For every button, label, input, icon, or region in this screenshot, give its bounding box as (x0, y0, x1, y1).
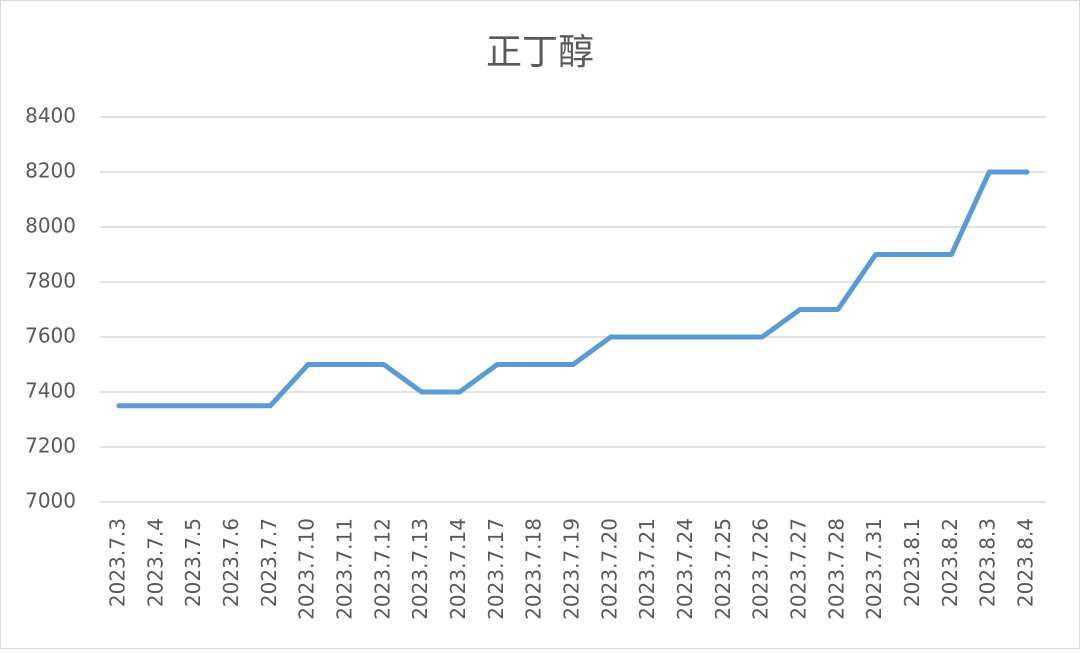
x-tick-label: 2023.7.24 (673, 518, 697, 620)
x-tick-label: 2023.7.14 (446, 518, 470, 620)
x-tick-label: 2023.7.13 (408, 518, 432, 620)
x-tick-label: 2023.8.2 (938, 518, 962, 607)
y-tick-label: 7800 (25, 269, 76, 293)
x-tick-label: 2023.7.18 (522, 518, 546, 620)
x-tick-label: 2023.7.26 (749, 518, 773, 620)
x-tick-label: 2023.7.5 (181, 518, 205, 607)
x-tick-label: 2023.7.25 (711, 518, 735, 620)
line-series (116, 169, 1030, 409)
x-tick-label: 2023.7.17 (484, 518, 508, 620)
x-tick-label: 2023.7.3 (105, 518, 129, 607)
x-tick-label: 2023.7.21 (635, 518, 659, 620)
y-tick-label: 8200 (25, 159, 76, 183)
x-tick-label: 2023.7.4 (143, 518, 167, 607)
y-tick-label: 8000 (25, 214, 76, 238)
x-tick-label: 2023.7.28 (824, 518, 848, 620)
x-tick-label: 2023.7.7 (257, 518, 281, 607)
y-tick-label: 7200 (25, 434, 76, 458)
x-tick-label: 2023.7.19 (560, 518, 584, 620)
x-tick-label: 2023.7.12 (370, 518, 394, 620)
y-tick-label: 8400 (25, 104, 76, 128)
x-tick-label: 2023.7.27 (787, 518, 811, 620)
y-tick-label: 7400 (25, 379, 76, 403)
x-tick-label: 2023.8.3 (976, 518, 1000, 607)
x-tick-label: 2023.8.1 (900, 518, 924, 607)
y-tick-label: 7600 (25, 324, 76, 348)
x-tick-label: 2023.7.10 (295, 518, 319, 620)
x-tick-label: 2023.7.31 (862, 518, 886, 620)
x-tick-label: 2023.7.6 (219, 518, 243, 607)
x-tick-label: 2023.7.20 (597, 518, 621, 620)
x-tick-label: 2023.8.4 (1014, 518, 1038, 607)
chart-title: 正丁醇 (486, 32, 594, 73)
y-tick-label: 7000 (25, 489, 76, 513)
x-tick-label: 2023.7.11 (332, 518, 356, 620)
